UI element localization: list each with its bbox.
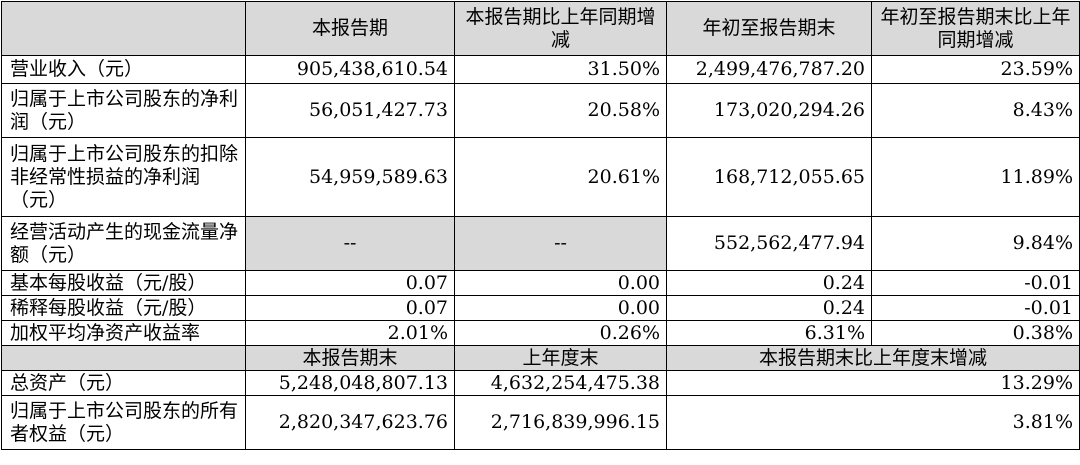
header-period-end-change: 本报告期末比上年度末增减 xyxy=(666,345,1080,371)
cell-value: 2,716,839,996.15 xyxy=(454,395,667,450)
row-label: 总资产（元） xyxy=(1,370,246,396)
header-prior-year-end: 上年度末 xyxy=(454,345,667,371)
cell-value: 0.26% xyxy=(454,320,667,346)
header-period-end: 本报告期末 xyxy=(245,345,455,371)
header-current-period-yoy: 本报告期比上年同期增减 xyxy=(454,1,667,56)
cell-value: -- xyxy=(454,216,667,271)
cell-value: 5,248,048,807.13 xyxy=(245,370,455,396)
table-row: 加权平均净资产收益率 2.01% 0.26% 6.31% 0.38% xyxy=(1,320,1080,346)
cell-value: 20.58% xyxy=(454,83,667,138)
table-row: 归属于上市公司股东的所有者权益（元） 2,820,347,623.76 2,71… xyxy=(1,395,1080,450)
cell-value: 54,959,589.63 xyxy=(245,137,455,217)
cell-value: -0.01 xyxy=(871,270,1080,296)
header-ytd: 年初至报告期末 xyxy=(666,1,872,56)
cell-value: 0.07 xyxy=(245,270,455,296)
cell-value: 20.61% xyxy=(454,137,667,217)
cell-value: 0.38% xyxy=(871,320,1080,346)
cell-value: 0.07 xyxy=(245,295,455,321)
cell-value: 31.50% xyxy=(454,55,667,84)
financial-summary-table: 本报告期 本报告期比上年同期增减 年初至报告期末 年初至报告期末比上年同期增减 … xyxy=(1,1,1080,450)
row-label: 基本每股收益（元/股） xyxy=(1,270,246,296)
table-row: 营业收入（元） 905,438,610.54 31.50% 2,499,476,… xyxy=(1,55,1080,84)
cell-value: 8.43% xyxy=(871,83,1080,138)
header-row-2: 本报告期末 上年度末 本报告期末比上年度末增减 xyxy=(1,345,1080,371)
cell-value: 0.00 xyxy=(454,295,667,321)
row-label: 加权平均净资产收益率 xyxy=(1,320,246,346)
cell-value: 2,820,347,623.76 xyxy=(245,395,455,450)
header-ytd-yoy: 年初至报告期末比上年同期增减 xyxy=(871,1,1080,56)
table-row: 归属于上市公司股东的净利润（元） 56,051,427.73 20.58% 17… xyxy=(1,83,1080,138)
header-row: 本报告期 本报告期比上年同期增减 年初至报告期末 年初至报告期末比上年同期增减 xyxy=(1,1,1080,56)
header-corner-cell xyxy=(1,345,246,371)
cell-value: 2.01% xyxy=(245,320,455,346)
cell-value: 9.84% xyxy=(871,216,1080,271)
cell-value: 552,562,477.94 xyxy=(666,216,872,271)
table-row: 基本每股收益（元/股） 0.07 0.00 0.24 -0.01 xyxy=(1,270,1080,296)
table-row: 归属于上市公司股东的扣除非经常性损益的净利润（元） 54,959,589.63 … xyxy=(1,137,1080,217)
cell-value: -0.01 xyxy=(871,295,1080,321)
cell-value: 168,712,055.65 xyxy=(666,137,872,217)
row-label: 稀释每股收益（元/股） xyxy=(1,295,246,321)
row-label: 归属于上市公司股东的净利润（元） xyxy=(1,83,246,138)
row-label: 归属于上市公司股东的扣除非经常性损益的净利润（元） xyxy=(1,137,246,217)
cell-value: 4,632,254,475.38 xyxy=(454,370,667,396)
cell-value: 0.24 xyxy=(666,295,872,321)
cell-value: 3.81% xyxy=(666,395,1080,450)
cell-value: 6.31% xyxy=(666,320,872,346)
table-row: 经营活动产生的现金流量净额（元） -- -- 552,562,477.94 9.… xyxy=(1,216,1080,271)
cell-value: 56,051,427.73 xyxy=(245,83,455,138)
cell-value: 23.59% xyxy=(871,55,1080,84)
table-row: 总资产（元） 5,248,048,807.13 4,632,254,475.38… xyxy=(1,370,1080,396)
cell-value: 905,438,610.54 xyxy=(245,55,455,84)
header-corner-cell xyxy=(1,1,246,56)
cell-value: 13.29% xyxy=(666,370,1080,396)
header-current-period: 本报告期 xyxy=(245,1,455,56)
cell-value: 173,020,294.26 xyxy=(666,83,872,138)
row-label: 营业收入（元） xyxy=(1,55,246,84)
cell-value: 2,499,476,787.20 xyxy=(666,55,872,84)
cell-value: 0.24 xyxy=(666,270,872,296)
cell-value: -- xyxy=(245,216,455,271)
cell-value: 0.00 xyxy=(454,270,667,296)
row-label: 经营活动产生的现金流量净额（元） xyxy=(1,216,246,271)
table-row: 稀释每股收益（元/股） 0.07 0.00 0.24 -0.01 xyxy=(1,295,1080,321)
cell-value: 11.89% xyxy=(871,137,1080,217)
row-label: 归属于上市公司股东的所有者权益（元） xyxy=(1,395,246,450)
